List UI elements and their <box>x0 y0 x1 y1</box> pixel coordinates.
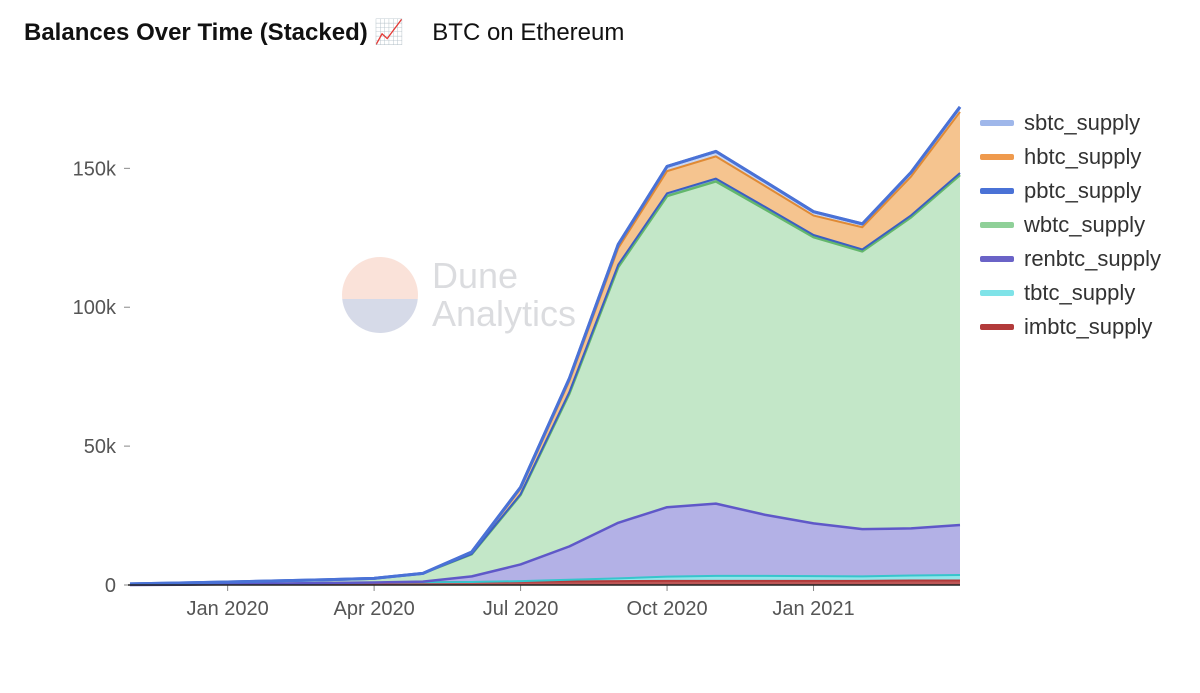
legend-item-wbtc_supply[interactable]: wbtc_supply <box>980 212 1161 238</box>
y-tick-label: 50k <box>84 436 117 458</box>
legend-swatch <box>980 222 1014 228</box>
legend-swatch <box>980 120 1014 126</box>
legend-swatch <box>980 188 1014 194</box>
legend-label: renbtc_supply <box>1024 246 1161 272</box>
chart-subtitle: BTC on Ethereum <box>432 19 624 47</box>
x-tick-label: Jan 2021 <box>772 598 854 620</box>
legend-item-tbtc_supply[interactable]: tbtc_supply <box>980 280 1161 306</box>
legend-swatch <box>980 290 1014 296</box>
legend-item-sbtc_supply[interactable]: sbtc_supply <box>980 110 1161 136</box>
y-tick-label: 0 <box>105 575 116 597</box>
chart-container: 0 50k 100k 150k Jan 2020 Apr 2020 Jul 2020 Oct … <box>20 55 1180 665</box>
x-tick-label: Jul 2020 <box>483 598 559 620</box>
legend-item-renbtc_supply[interactable]: renbtc_supply <box>980 246 1161 272</box>
legend-swatch <box>980 154 1014 160</box>
legend-item-pbtc_supply[interactable]: pbtc_supply <box>980 178 1161 204</box>
legend-swatch <box>980 256 1014 262</box>
x-tick-label: Jan 2020 <box>186 598 268 620</box>
legend-label: imbtc_supply <box>1024 314 1152 340</box>
legend-label: tbtc_supply <box>1024 280 1135 306</box>
legend-label: hbtc_supply <box>1024 144 1141 170</box>
x-tick-label: Apr 2020 <box>334 598 415 620</box>
x-tick-label: Oct 2020 <box>626 598 707 620</box>
chart-header: Balances Over Time (Stacked) 📈 BTC on Et… <box>0 0 1200 55</box>
legend-label: pbtc_supply <box>1024 178 1141 204</box>
legend-swatch <box>980 324 1014 330</box>
chart-title: Balances Over Time (Stacked) 📈 <box>24 18 404 47</box>
legend-label: wbtc_supply <box>1024 212 1145 238</box>
y-tick-label: 100k <box>73 297 117 319</box>
y-tick-label: 150k <box>73 158 117 180</box>
legend-label: sbtc_supply <box>1024 110 1140 136</box>
legend-item-imbtc_supply[interactable]: imbtc_supply <box>980 314 1161 340</box>
legend-item-hbtc_supply[interactable]: hbtc_supply <box>980 144 1161 170</box>
chart-legend: sbtc_supply hbtc_supply pbtc_supply wbtc_su… <box>980 110 1161 348</box>
